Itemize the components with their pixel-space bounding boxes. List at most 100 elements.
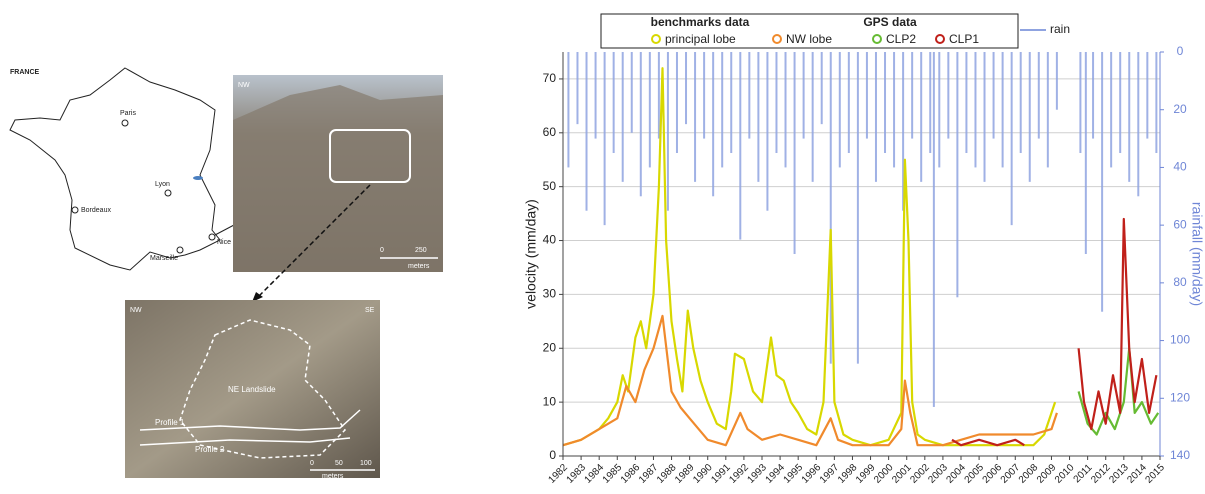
country-outline (10, 68, 220, 270)
connector (215, 225, 234, 235)
france-map: FRANCE Paris Lyon Bordeaux Marseille Nic… (10, 68, 234, 270)
rain-bar (1002, 52, 1004, 167)
rain-bar (947, 52, 949, 139)
rain-bar (1101, 52, 1103, 312)
x-tick-label: 1986 (619, 462, 643, 486)
rain-bar (613, 52, 615, 153)
x-tick-label: 1983 (565, 462, 589, 486)
city-label: Paris (120, 110, 136, 117)
rain-bar (694, 52, 696, 182)
y-tick-label: 20 (543, 340, 557, 354)
y2-tick-label: 40 (1173, 160, 1187, 174)
rain-bar (622, 52, 624, 182)
x-tick-label: 2010 (1053, 462, 1077, 486)
x-tick-label: 1999 (854, 462, 878, 486)
scale-unit: meters (408, 263, 430, 270)
rain-bar (567, 52, 569, 167)
scale-label: 250 (415, 247, 427, 254)
rain-bar (775, 52, 777, 153)
x-tick-label: 2005 (963, 462, 987, 486)
x-tick-label: 2014 (1125, 462, 1149, 486)
rain-bar (595, 52, 597, 139)
country-label: FRANCE (10, 69, 39, 76)
scale-label: 0 (310, 460, 314, 467)
orientation-label: NW (130, 307, 142, 314)
y-tick-label: 70 (543, 71, 557, 85)
rain-bar (1038, 52, 1040, 139)
x-tick-label: 1997 (818, 462, 842, 486)
x-tick-label: 1985 (601, 462, 625, 486)
x-tick-label: 2009 (1035, 462, 1059, 486)
x-tick-label: 2013 (1107, 462, 1131, 486)
legend-group-title: GPS data (863, 15, 917, 29)
rain-bar (866, 52, 868, 139)
profile-label: Profile 2 (195, 445, 225, 454)
scale-label: 100 (360, 460, 372, 467)
x-tick-label: 1984 (583, 462, 607, 486)
photo-bottom: NW SE NE Landslide Profile 1 Profile 2 0… (125, 300, 380, 480)
figure: FRANCE Paris Lyon Bordeaux Marseille Nic… (0, 0, 1205, 494)
legend-label: rain (1050, 22, 1070, 36)
rain-bar (739, 52, 741, 240)
rain-bar (576, 52, 578, 124)
scale-label: 50 (335, 460, 343, 467)
rain-bar (712, 52, 714, 196)
legend-label: CLP2 (886, 32, 916, 46)
y2-tick-label: 0 (1177, 44, 1184, 58)
y2-tick-label: 60 (1173, 217, 1187, 231)
legend-label: CLP1 (949, 32, 979, 46)
x-tick-label: 1988 (655, 462, 679, 486)
x-tick-label: 1992 (727, 462, 751, 486)
y-axis-label: velocity (mm/day) (523, 199, 539, 309)
x-tick-label: 2007 (999, 462, 1023, 486)
photo-top: NW 0 250 meters (233, 75, 443, 272)
rain-bar (893, 52, 895, 167)
x-tick-label: 1989 (673, 462, 697, 486)
rain-bar (1110, 52, 1112, 167)
x-tick-label: 2003 (926, 462, 950, 486)
rain-bar (848, 52, 850, 153)
rain-bar (1119, 52, 1121, 153)
y-tick-label: 0 (549, 448, 556, 462)
rain-bar (938, 52, 940, 167)
rain-bar (730, 52, 732, 153)
rain-bar (875, 52, 877, 182)
rain-bar (766, 52, 768, 211)
y-tick-label: 40 (543, 233, 557, 247)
rain-bar (631, 52, 633, 133)
rain-bar (839, 52, 841, 167)
y-tick-label: 60 (543, 125, 557, 139)
mountain (233, 85, 443, 272)
rain-bar (1011, 52, 1013, 225)
y2-tick-label: 100 (1170, 333, 1190, 347)
x-tick-label: 1998 (836, 462, 860, 486)
rain-bar (703, 52, 705, 139)
rain-bar (676, 52, 678, 153)
x-tick-label: 2015 (1143, 462, 1167, 486)
x-tick-label: 2012 (1089, 462, 1113, 486)
orientation-label: SE (365, 307, 375, 314)
x-tick-label: 1982 (546, 462, 570, 486)
rain-bar (911, 52, 913, 139)
rain-bar (929, 52, 931, 153)
rain-bar (974, 52, 976, 167)
rain-bar (984, 52, 986, 182)
rain-bar (920, 52, 922, 182)
rain-bar (1079, 52, 1081, 153)
rain-bar (658, 52, 660, 139)
legend-group-title: benchmarks data (651, 15, 750, 29)
x-tick-label: 2004 (944, 462, 968, 486)
rain-bar (1137, 52, 1139, 196)
y2-tick-label: 20 (1173, 102, 1187, 116)
rain-bar (884, 52, 886, 153)
series-line (952, 219, 1156, 445)
rain-bar (857, 52, 859, 364)
rain-bar (1047, 52, 1049, 167)
x-tick-label: 1996 (800, 462, 824, 486)
rain-bar (821, 52, 823, 124)
x-tick-label: 2006 (981, 462, 1005, 486)
lake (193, 176, 203, 180)
x-tick-label: 1987 (637, 462, 661, 486)
rain-bar (830, 52, 832, 364)
y2-tick-label: 140 (1170, 448, 1190, 462)
